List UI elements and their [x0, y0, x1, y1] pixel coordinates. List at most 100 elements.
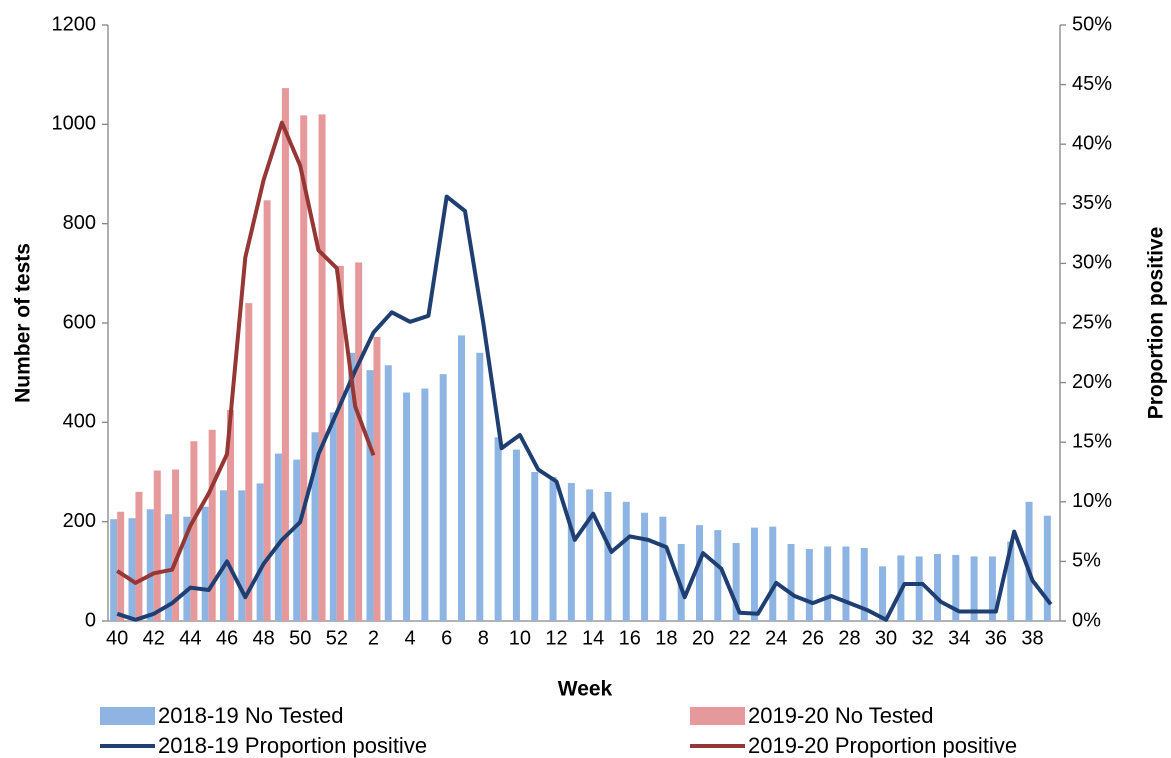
bar — [622, 501, 630, 621]
x-tick-label: 4 — [405, 627, 416, 649]
bar — [586, 489, 594, 621]
bar — [860, 547, 868, 621]
legend-swatch — [100, 707, 155, 725]
y2-tick-label: 0% — [1072, 609, 1101, 631]
legend-swatch — [690, 707, 745, 725]
x-tick-label: 22 — [728, 627, 750, 649]
bar — [458, 335, 465, 621]
x-tick-label: 44 — [179, 627, 201, 649]
x-tick-label: 18 — [655, 627, 677, 649]
x-tick-label: 30 — [875, 627, 897, 649]
legend-label: 2019-20 Proportion positive — [748, 733, 1017, 758]
bar — [879, 566, 887, 621]
bar — [366, 370, 374, 621]
bar — [970, 556, 978, 621]
bar — [494, 437, 502, 621]
x-tick-label: 36 — [985, 627, 1007, 649]
x-tick-label: 52 — [326, 627, 348, 649]
bar — [256, 483, 264, 621]
bar — [549, 476, 557, 621]
bar — [281, 88, 289, 622]
bar — [172, 469, 180, 621]
bar — [311, 432, 319, 621]
bar — [293, 459, 301, 621]
line — [116, 120, 376, 585]
y2-tick-label: 15% — [1072, 430, 1112, 452]
bar — [1043, 515, 1051, 621]
x-tick-label: 8 — [478, 627, 489, 649]
x-tick-label: 12 — [545, 627, 567, 649]
x-tick-label: 50 — [289, 627, 311, 649]
y-tick-label: 600 — [63, 311, 96, 333]
bar — [403, 392, 411, 621]
y-tick-label: 0 — [85, 609, 96, 631]
y2-tick-label: 25% — [1072, 311, 1112, 333]
y-axis-title: Number of tests — [12, 243, 35, 403]
x-tick-label: 46 — [216, 627, 238, 649]
y2-tick-label: 5% — [1072, 550, 1101, 572]
y2-tick-label: 40% — [1072, 132, 1112, 154]
y2-tick-label: 50% — [1072, 13, 1112, 35]
bar — [476, 352, 484, 621]
legend-label: 2018-19 No Tested — [158, 703, 344, 728]
bar — [208, 429, 216, 621]
bar — [915, 556, 923, 621]
legend-label: 2019-20 No Tested — [748, 703, 934, 728]
bar — [274, 453, 282, 621]
bar — [531, 472, 539, 621]
bar — [1025, 501, 1033, 621]
x-tick-label: 2 — [368, 627, 379, 649]
bar — [750, 527, 758, 621]
bar — [952, 554, 960, 621]
y-tick-label: 1200 — [52, 13, 97, 35]
bar — [329, 412, 337, 621]
x-tick-label: 42 — [143, 627, 165, 649]
bar — [934, 553, 941, 621]
bar — [348, 352, 356, 621]
bar — [714, 530, 722, 621]
x-tick-label: 6 — [441, 627, 452, 649]
y2-axis-title: Proportion positive — [1145, 227, 1168, 420]
bar — [135, 491, 143, 621]
x-tick-label: 32 — [912, 627, 934, 649]
bar — [201, 506, 209, 621]
bar — [245, 303, 253, 621]
x-tick-label: 34 — [948, 627, 970, 649]
y2-tick-label: 35% — [1072, 192, 1112, 214]
bar — [842, 546, 850, 621]
x-tick-label: 24 — [765, 627, 787, 649]
bar — [165, 514, 173, 621]
bar — [1007, 541, 1015, 621]
line — [116, 194, 1053, 622]
bar — [604, 491, 612, 621]
y2-tick-label: 10% — [1072, 490, 1112, 512]
bar — [659, 516, 667, 621]
bar — [336, 265, 344, 621]
bar — [373, 336, 381, 621]
y2-tick-label: 45% — [1072, 73, 1112, 95]
bar — [421, 388, 429, 621]
bar — [263, 200, 271, 621]
bar — [769, 526, 777, 621]
x-tick-label: 16 — [619, 627, 641, 649]
bar — [110, 519, 118, 621]
bar — [300, 115, 308, 621]
bar — [227, 409, 234, 621]
y-tick-label: 1000 — [52, 113, 97, 135]
y2-tick-label: 30% — [1072, 252, 1112, 274]
bar — [128, 518, 136, 621]
bar — [439, 374, 447, 621]
bar — [384, 365, 392, 621]
x-tick-label: 14 — [582, 627, 604, 649]
y-tick-label: 200 — [63, 510, 96, 532]
x-tick-label: 48 — [252, 627, 274, 649]
x-tick-label: 20 — [692, 627, 714, 649]
bar — [190, 441, 198, 621]
x-tick-label: 40 — [106, 627, 128, 649]
bar — [318, 114, 326, 622]
bar — [824, 546, 832, 621]
y2-tick-label: 20% — [1072, 371, 1112, 393]
bar — [805, 548, 813, 621]
bar — [183, 516, 191, 621]
